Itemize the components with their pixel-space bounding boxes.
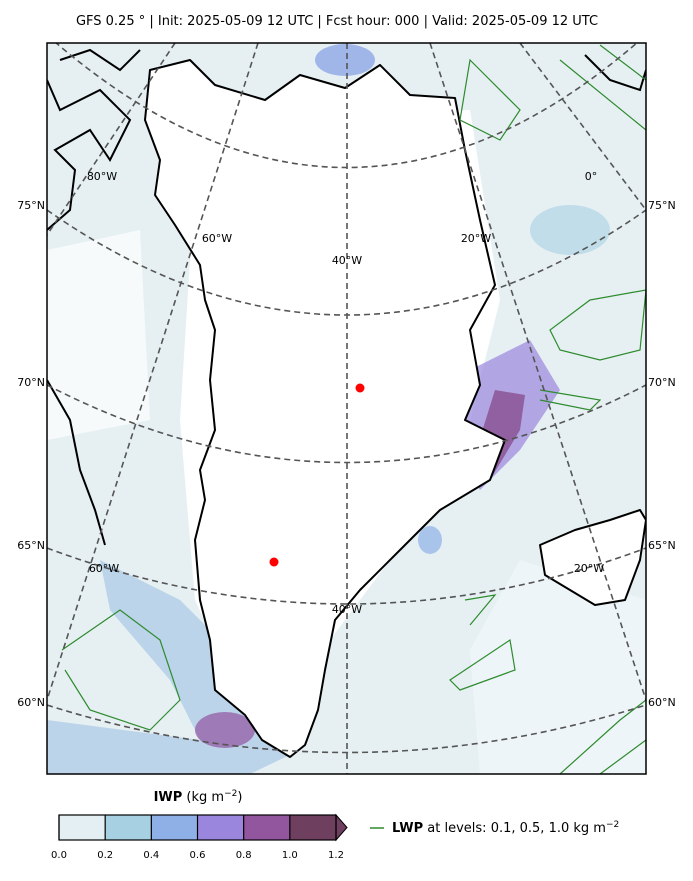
colorbar-segment xyxy=(59,815,106,840)
lwp-contour xyxy=(459,58,521,141)
colorbar-tick-label: 0.6 xyxy=(190,850,206,861)
meridian xyxy=(47,43,176,236)
ice-cloud xyxy=(418,526,442,554)
colorbar-tick-label: 1.2 xyxy=(328,850,344,861)
parallel xyxy=(47,704,646,754)
colorbar-tick-label: 1.0 xyxy=(282,850,298,861)
lat-label: 60°N xyxy=(648,696,676,709)
colorbar-tick-label: 0.0 xyxy=(51,850,67,861)
lwp-contour xyxy=(449,638,646,774)
lat-label: 60°N xyxy=(17,696,45,709)
coastline xyxy=(584,54,646,92)
colorbar-unit: (kg m xyxy=(186,790,224,805)
colorbar-segment xyxy=(151,815,198,840)
ice-cloud xyxy=(530,205,610,255)
lon-label: 0° xyxy=(585,170,598,183)
lon-label: 60°W xyxy=(89,562,119,575)
lon-label: 60°W xyxy=(202,232,232,245)
lat-label: 65°N xyxy=(17,539,45,552)
coastline xyxy=(144,59,506,758)
parallel xyxy=(47,547,646,605)
cloud-field xyxy=(470,560,646,774)
lon-label: 20°W xyxy=(461,232,491,245)
legend-name: LWP xyxy=(392,821,423,836)
colorbar-segment xyxy=(105,815,152,840)
colorbar: 0.0 0.2 0.4 0.6 0.8 1.0 1.2 xyxy=(51,813,348,861)
colorbar-tick-label: 0.4 xyxy=(143,850,159,861)
colorbar-extend xyxy=(335,813,348,842)
lon-label: 40°W xyxy=(332,254,362,267)
meridian xyxy=(429,43,646,701)
coastline xyxy=(59,48,141,72)
parallel xyxy=(47,384,646,464)
meridian xyxy=(47,43,259,701)
title: GFS 0.25 ° | Init: 2025-05-09 12 UTC | F… xyxy=(76,14,598,29)
colorbar-name: IWP xyxy=(154,790,183,805)
colorbar-tick-label: 0.2 xyxy=(97,850,113,861)
coastline xyxy=(47,79,132,231)
station-marker xyxy=(269,557,279,567)
lwp-contour xyxy=(464,389,602,626)
lon-label: 20°W xyxy=(574,562,604,575)
colorbar-exp: −2 xyxy=(224,789,237,799)
legend-text: LWP at levels: 0.1, 0.5, 1.0 kg m−2 xyxy=(392,820,619,836)
legend-exp: −2 xyxy=(606,820,619,830)
colorbar-title: IWP (kg m−2) xyxy=(154,789,243,805)
ice-cloud xyxy=(195,712,255,748)
map xyxy=(47,43,646,774)
lat-label: 75°N xyxy=(648,199,676,212)
coastline xyxy=(539,509,646,606)
colorbar-tick-label: 0.8 xyxy=(236,850,252,861)
colorbar-segment xyxy=(197,815,244,840)
lon-label: 40°W xyxy=(332,603,362,616)
colorbar-segment xyxy=(289,815,336,840)
labels: 75°N 75°N 70°N 70°N 65°N 65°N 60°N 60°N 80°W 0° 60… xyxy=(17,170,675,709)
ice-cloud xyxy=(315,44,375,76)
lat-label: 75°N xyxy=(17,199,45,212)
lwp-contour xyxy=(61,609,181,731)
colorbar-unit-end: ) xyxy=(237,790,242,805)
coastline xyxy=(47,379,106,546)
colorbar-segment xyxy=(243,815,290,840)
legend-label: at levels: 0.1, 0.5, 1.0 kg m xyxy=(427,821,606,836)
lwp-contour xyxy=(549,44,646,361)
meridian xyxy=(519,43,646,211)
map-frame xyxy=(46,42,647,775)
lat-label: 70°N xyxy=(17,376,45,389)
lat-label: 65°N xyxy=(648,539,676,552)
station-marker xyxy=(355,383,365,393)
clear-area xyxy=(47,230,150,440)
lon-label: 80°W xyxy=(87,170,117,183)
lat-label: 70°N xyxy=(648,376,676,389)
